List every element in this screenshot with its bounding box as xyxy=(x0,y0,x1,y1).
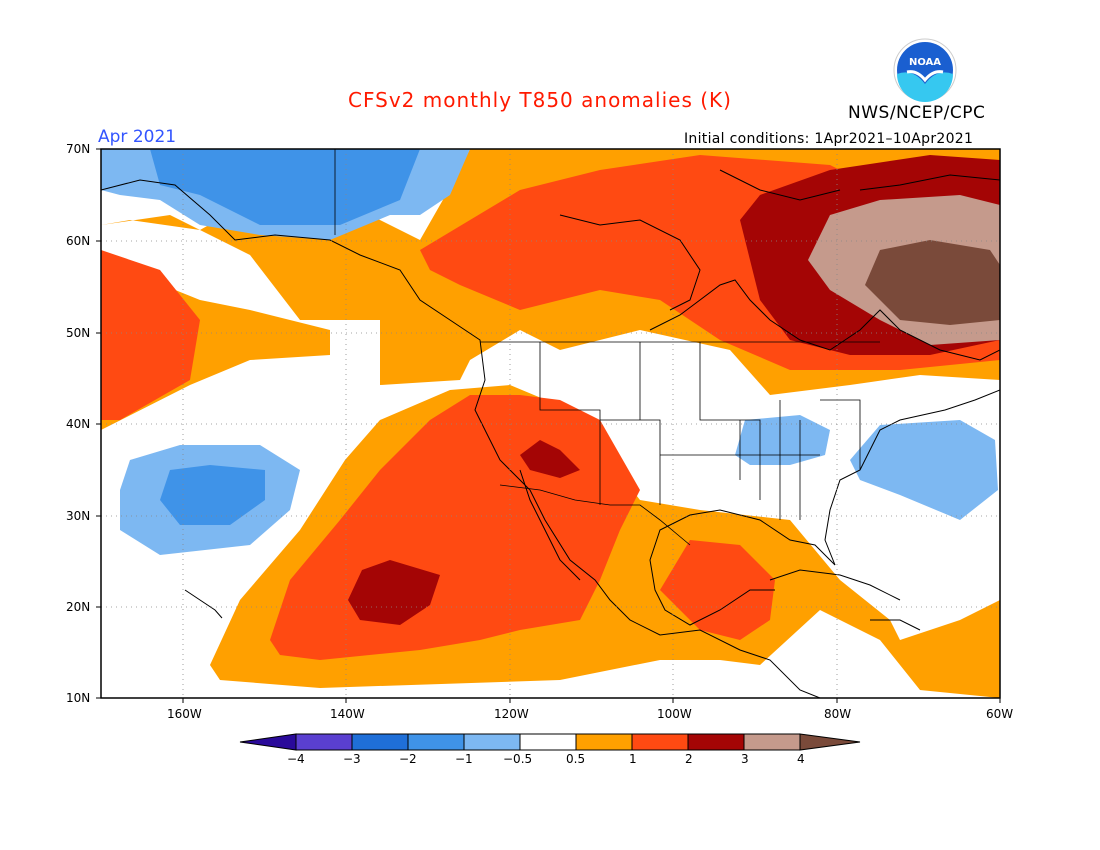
colorbar-label-pos05: 0.5 xyxy=(566,752,586,766)
colorbar-segment-pos1 xyxy=(631,733,689,751)
colorbar-segment-neutral xyxy=(519,733,577,751)
axis-ticks xyxy=(96,148,1001,703)
colorbar-segment-neg1 xyxy=(463,733,521,751)
colorbar-segment-pos05 xyxy=(575,733,633,751)
lon-label-60w: 60W xyxy=(986,707,1014,721)
chart-title: CFSv2 monthly T850 anomalies (K) xyxy=(348,88,732,112)
colorbar-segment-neg4 xyxy=(295,733,353,751)
coastlines xyxy=(101,169,1000,698)
lat-label-30n: 30N xyxy=(66,509,91,523)
noaa-logo: NOAA xyxy=(893,38,957,102)
lon-label-160w: 160W xyxy=(167,707,202,721)
lat-label-60n: 60N xyxy=(66,234,91,248)
lon-label-80w: 80W xyxy=(824,707,852,721)
lat-label-10n: 10N xyxy=(66,691,91,705)
colorbar-label-pos4: 4 xyxy=(797,752,805,766)
lat-label-70n: 70N xyxy=(66,142,91,156)
lat-label-40n: 40N xyxy=(66,417,91,431)
colorbar-label-neg3: −3 xyxy=(343,752,361,766)
forecast-month: Apr 2021 xyxy=(98,127,177,147)
colorbar-label-pos1: 1 xyxy=(629,752,637,766)
colorbar-segment-lt-4 xyxy=(239,733,297,751)
lon-label-120w: 120W xyxy=(494,707,529,721)
colorbar-label-neg2: −2 xyxy=(399,752,417,766)
agency-label: NWS/NCEP/CPC xyxy=(848,103,986,123)
colorbar-segment-neg3 xyxy=(351,733,409,751)
lat-label-20n: 20N xyxy=(66,600,91,614)
colorbar-label-neg1: −1 xyxy=(455,752,473,766)
colorbar-label-pos2: 2 xyxy=(685,752,693,766)
colorbar-segment-pos3 xyxy=(743,733,801,751)
initial-conditions: Initial conditions: 1Apr2021–10Apr2021 xyxy=(684,131,974,147)
colorbar-label-neg05: −0.5 xyxy=(503,752,533,766)
lat-label-50n: 50N xyxy=(66,326,91,340)
colorbar-segment-pos2 xyxy=(687,733,745,751)
lon-label-140w: 140W xyxy=(330,707,365,721)
lon-label-100w: 100W xyxy=(657,707,692,721)
colorbar-label-neg4: −4 xyxy=(287,752,305,766)
colorbar-segment-neg2 xyxy=(407,733,465,751)
political-borders xyxy=(334,149,880,546)
colorbar-label-pos3: 3 xyxy=(741,752,749,766)
logo-text: NOAA xyxy=(909,57,941,68)
colorbar-segment-gt-4 xyxy=(799,733,861,751)
anomaly-field xyxy=(101,149,1000,698)
